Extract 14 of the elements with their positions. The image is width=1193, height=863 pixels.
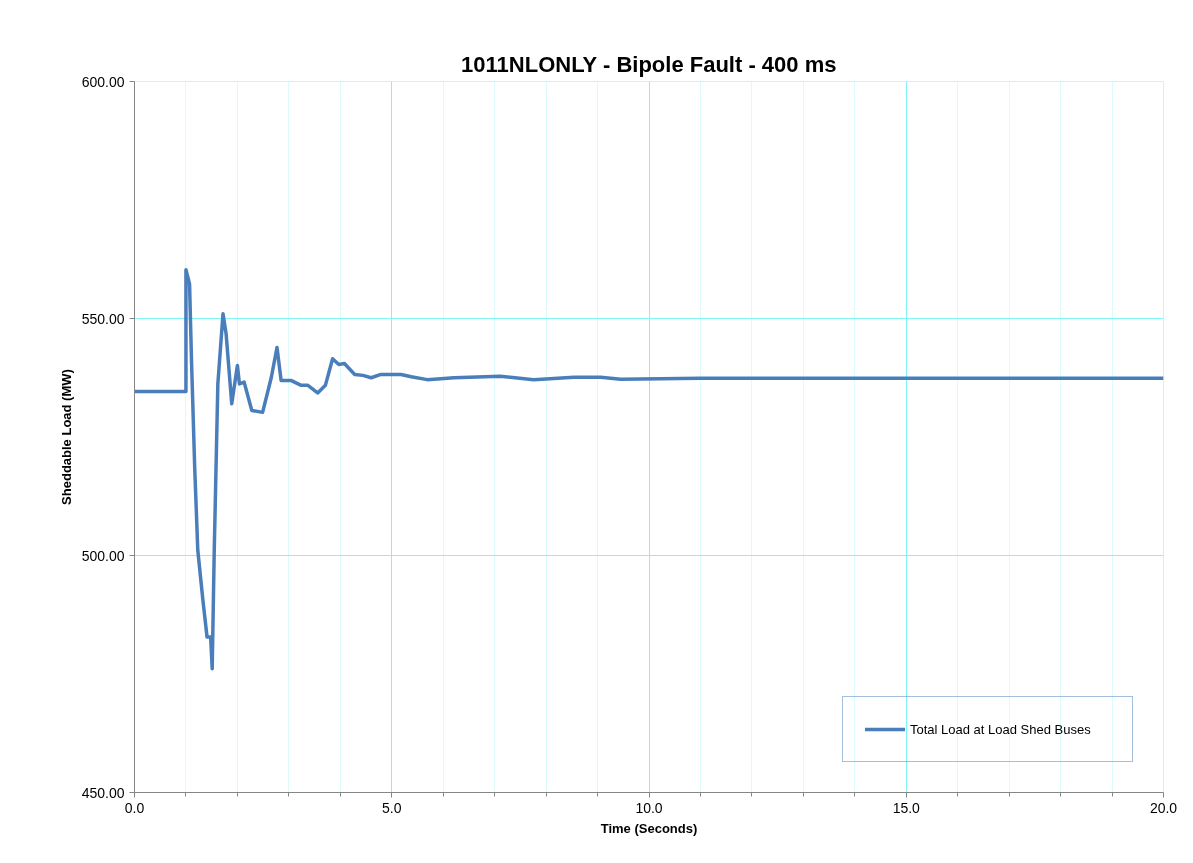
y-axis-title: Sheddable Load (MW): [58, 369, 74, 505]
x-axis-title: Time (Seconds): [600, 820, 698, 836]
y-tick-label: 600.00: [81, 73, 125, 90]
y-tick-label: 450.00: [81, 784, 125, 801]
x-tick-label: 10.0: [635, 799, 663, 816]
x-tick-label: 15.0: [892, 799, 921, 816]
line-series: [134, 267, 1164, 671]
y-tick-label: 550.00: [81, 310, 125, 327]
x-tick-label: 5.0: [382, 799, 402, 816]
chart-title: 1011NLONLY - Bipole Fault - 400 ms: [461, 51, 837, 77]
y-tick-label: 500.00: [81, 547, 125, 564]
x-tick-label: 20.0: [1149, 799, 1178, 816]
x-tick-label: 0.0: [124, 799, 145, 816]
legend-label: Total Load at Load Shed Buses: [910, 721, 1092, 737]
